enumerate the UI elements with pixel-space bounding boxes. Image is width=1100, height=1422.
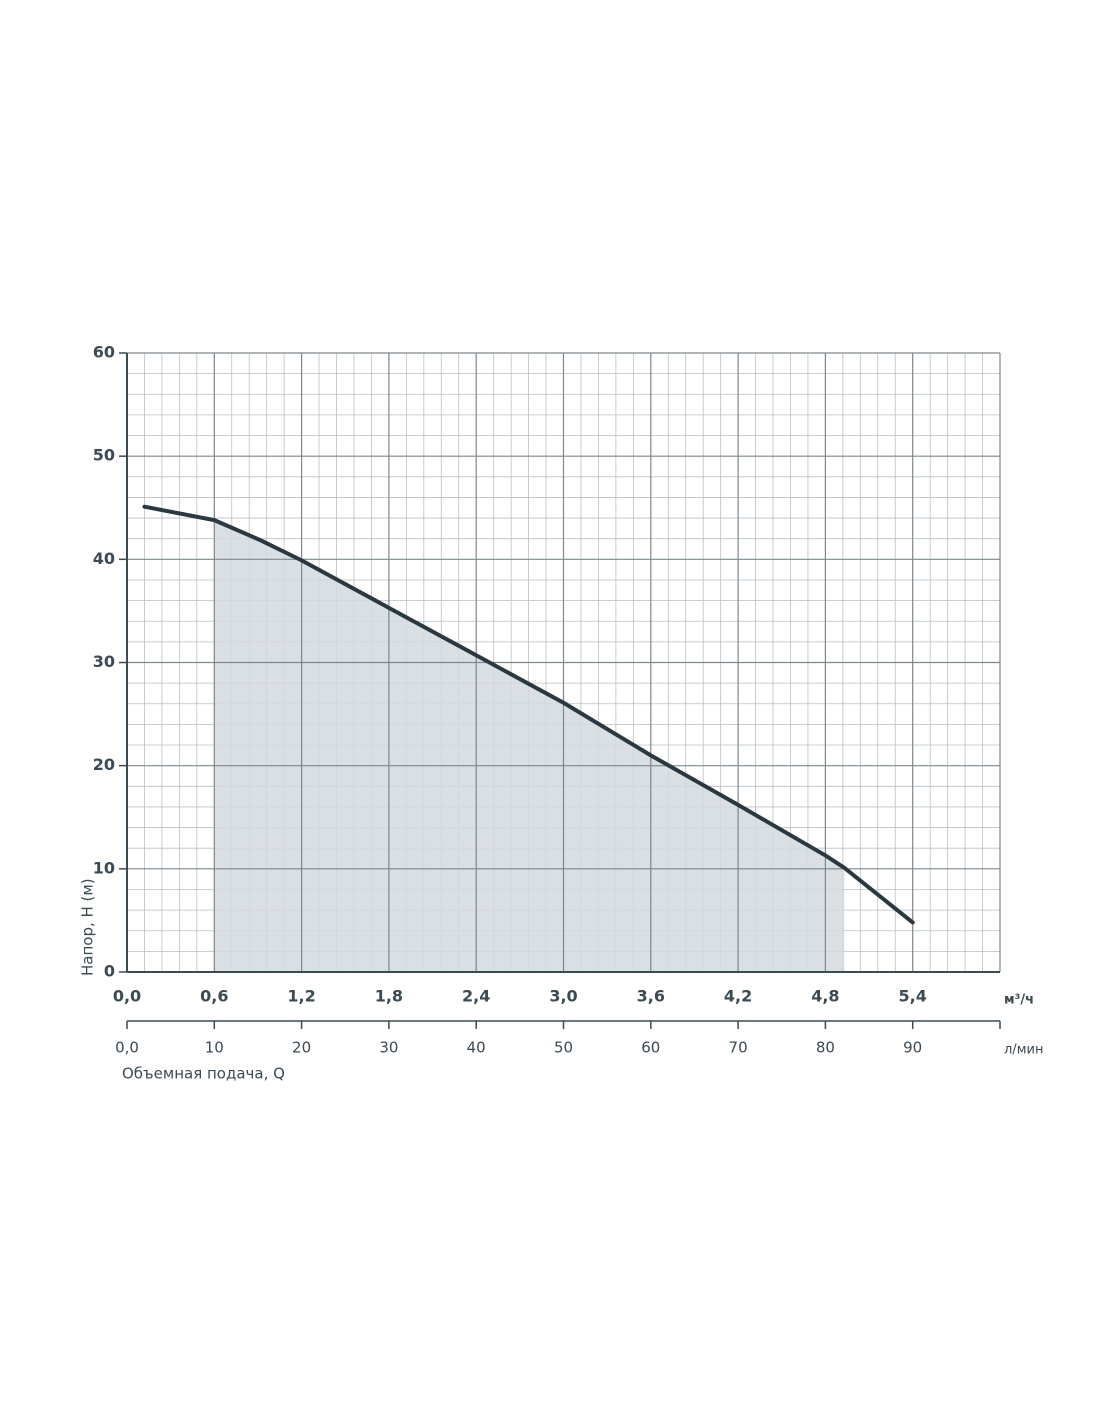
x-tick-label: 3,6 [637, 987, 665, 1006]
y-axis-label: Напор, Н (м) [79, 878, 97, 976]
x-unit: м³/ч [1004, 993, 1034, 1008]
y-tick-label: 20 [93, 755, 115, 774]
x-tick-label: 3,0 [549, 987, 577, 1006]
x-tick-label: 1,8 [375, 987, 403, 1006]
y-tick-label: 30 [93, 652, 115, 671]
x2-tick-label: 0,0 [115, 1039, 139, 1057]
x2-tick-label: 70 [729, 1039, 748, 1057]
x2-tick-label: 10 [205, 1039, 224, 1057]
x2-tick-label: 60 [641, 1039, 660, 1057]
x-tick-label: 0,6 [200, 987, 228, 1006]
x2-tick-label: 50 [554, 1039, 573, 1057]
y-tick-label: 50 [93, 446, 115, 465]
x2-tick-label: 20 [292, 1039, 311, 1057]
x-tick-label: 2,4 [462, 987, 490, 1006]
curve [142, 504, 915, 925]
x2-tick-label: 80 [816, 1039, 835, 1057]
y-tick-label: 0 [104, 962, 115, 981]
x-tick-label: 4,2 [724, 987, 752, 1006]
y-tick-label: 40 [93, 549, 115, 568]
x2-tick-label: 90 [903, 1039, 922, 1057]
x-tick-label: 4,8 [811, 987, 839, 1006]
operating-range [214, 520, 845, 972]
x-tick-label: 0,0 [113, 987, 141, 1006]
y-tick-label: 60 [93, 343, 115, 362]
x-tick-label: 5,4 [899, 987, 927, 1006]
y-tick-label: 10 [93, 858, 115, 877]
x2-tick-label: 40 [467, 1039, 486, 1057]
x-tick-label: 1,2 [287, 987, 315, 1006]
x2-tick-label: 30 [379, 1039, 398, 1057]
x-axis-label: Объемная подача, Q [122, 1065, 285, 1083]
x2-unit: л/мин [1004, 1043, 1043, 1058]
